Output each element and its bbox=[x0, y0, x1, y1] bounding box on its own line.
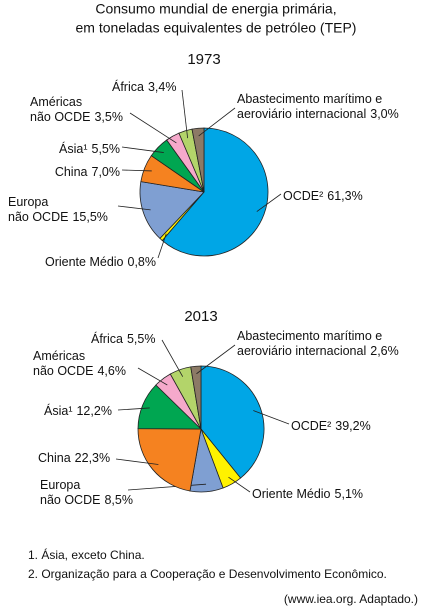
leader-line bbox=[117, 205, 151, 211]
value-label: 3,5% bbox=[94, 110, 123, 124]
slice-label: não OCDE 3,5% bbox=[30, 110, 123, 124]
leader-line bbox=[161, 339, 184, 377]
slice-label: Oriente Médio 0,8% bbox=[45, 255, 156, 269]
leader-line bbox=[129, 112, 177, 144]
category-name: África bbox=[91, 331, 123, 346]
leader-line bbox=[253, 410, 290, 425]
value-label: 5,1% bbox=[335, 487, 364, 501]
category-name: Américas bbox=[30, 95, 82, 109]
slice-label: Ásia¹ 12,2% bbox=[44, 403, 112, 418]
leader-line bbox=[256, 193, 282, 212]
value-label: 0,8% bbox=[128, 255, 157, 269]
pie-slice bbox=[161, 127, 269, 257]
value-label: 4,6% bbox=[97, 364, 126, 378]
leader-line bbox=[228, 476, 251, 493]
category-name: Oriente Médio bbox=[45, 255, 124, 269]
category-name: não OCDE bbox=[33, 364, 93, 378]
category-name: África bbox=[112, 79, 144, 94]
slice-label: África 5,5% bbox=[91, 331, 155, 346]
leader-line bbox=[198, 107, 236, 137]
category-name: Abastecimento marítimo e bbox=[237, 92, 382, 106]
slice-label: Abastecimento marítimo e bbox=[237, 329, 382, 343]
leader-line bbox=[117, 407, 150, 411]
footnote: 1. Ásia, exceto China. bbox=[28, 547, 145, 562]
pie-title: 1973 bbox=[187, 51, 220, 68]
leader-line bbox=[157, 233, 167, 259]
chart-title: em toneladas equivalentes de petróleo (T… bbox=[76, 20, 357, 36]
value-label: 61,3% bbox=[327, 189, 362, 203]
value-label: 39,2% bbox=[335, 419, 370, 433]
value-label: 22,3% bbox=[75, 451, 110, 465]
category-name: aeroviário internacional bbox=[237, 107, 366, 121]
category-name: Europa bbox=[8, 195, 48, 209]
category-name: OCDE² bbox=[283, 189, 323, 203]
value-label: 8,5% bbox=[104, 493, 133, 507]
slice-label: Abastecimento marítimo e bbox=[237, 92, 382, 106]
value-label: 2,6% bbox=[370, 344, 399, 358]
pie-slice bbox=[190, 365, 202, 430]
slice-label: Europa bbox=[40, 478, 80, 492]
leader-line bbox=[115, 458, 159, 465]
pie-slice bbox=[200, 365, 265, 479]
leader-line bbox=[196, 344, 236, 375]
slice-label: Américas bbox=[33, 349, 85, 363]
slice-label: aeroviário internacional 3,0% bbox=[237, 107, 399, 121]
category-name: Oriente Médio bbox=[252, 487, 331, 501]
category-name: aeroviário internacional bbox=[237, 344, 366, 358]
footnote: 2. Organização para a Cooperação e Desen… bbox=[28, 567, 387, 581]
value-label: 3,4% bbox=[148, 80, 177, 94]
leader-line bbox=[127, 483, 207, 491]
value-label: 12,2% bbox=[76, 404, 111, 418]
pie-slice bbox=[137, 428, 202, 492]
category-name: não OCDE bbox=[40, 493, 100, 507]
leader-line bbox=[121, 146, 164, 153]
category-name: OCDE² bbox=[291, 419, 331, 433]
slice-label: Américas bbox=[30, 95, 82, 109]
slice-label: OCDE² 61,3% bbox=[283, 189, 363, 203]
category-name: Abastecimento marítimo e bbox=[237, 329, 382, 343]
category-name: Ásia¹ bbox=[59, 141, 87, 156]
category-name: não OCDE bbox=[8, 210, 68, 224]
slice-label: aeroviário internacional 2,6% bbox=[237, 344, 399, 358]
pie-slice bbox=[191, 127, 205, 193]
value-label: 15,5% bbox=[72, 210, 107, 224]
slice-label: OCDE² 39,2% bbox=[291, 419, 371, 433]
value-label: 3,0% bbox=[370, 107, 399, 121]
slice-label: não OCDE 4,6% bbox=[33, 364, 126, 378]
category-name: não OCDE bbox=[30, 110, 90, 124]
pie-title: 2013 bbox=[184, 308, 217, 325]
leader-line bbox=[121, 169, 152, 172]
source: (www.iea.org. Adaptado.) bbox=[284, 592, 418, 606]
slice-label: Oriente Médio 5,1% bbox=[252, 487, 363, 501]
category-name: China bbox=[55, 165, 88, 179]
leader-line bbox=[137, 367, 168, 386]
category-name: Américas bbox=[33, 349, 85, 363]
slice-label: China 7,0% bbox=[55, 165, 120, 179]
slice-label: Europa bbox=[8, 195, 48, 209]
slice-label: África 3,4% bbox=[112, 79, 176, 94]
slice-label: não OCDE 15,5% bbox=[8, 210, 108, 224]
category-name: China bbox=[38, 451, 71, 465]
value-label: 5,5% bbox=[127, 332, 156, 346]
leader-line bbox=[181, 89, 189, 139]
chart-title: Consumo mundial de energia primária, bbox=[95, 1, 336, 17]
category-name: Europa bbox=[40, 478, 80, 492]
value-label: 7,0% bbox=[92, 165, 121, 179]
pie-slice bbox=[139, 181, 205, 239]
slice-label: China 22,3% bbox=[38, 451, 110, 465]
slice-label: Ásia¹ 5,5% bbox=[59, 141, 120, 156]
category-name: Ásia¹ bbox=[44, 403, 72, 418]
value-label: 5,5% bbox=[92, 142, 121, 156]
slice-label: não OCDE 8,5% bbox=[40, 493, 133, 507]
